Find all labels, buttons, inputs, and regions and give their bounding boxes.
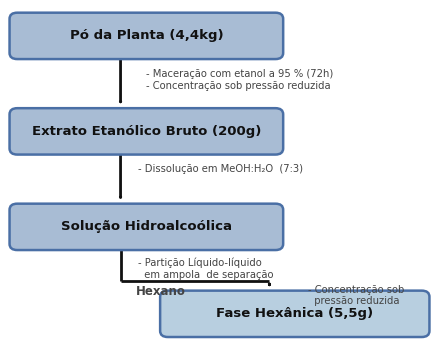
Text: - Dissolução em MeOH:H₂O  (7:3): - Dissolução em MeOH:H₂O (7:3): [138, 165, 302, 174]
Text: Hexano: Hexano: [135, 285, 185, 298]
Text: - Maceração com etanol a 95 % (72h)
- Concentração sob pressão reduzida: - Maceração com etanol a 95 % (72h) - Co…: [146, 69, 333, 90]
FancyBboxPatch shape: [10, 204, 283, 250]
Text: Pó da Planta (4,4kg): Pó da Planta (4,4kg): [69, 29, 223, 42]
Text: Extrato Etanólico Bruto (200g): Extrato Etanólico Bruto (200g): [32, 125, 261, 138]
Text: Solução Hidroalcoólica: Solução Hidroalcoólica: [61, 220, 231, 234]
FancyBboxPatch shape: [10, 108, 283, 155]
Text: - Concentração sob
  pressão reduzida: - Concentração sob pressão reduzida: [307, 285, 403, 307]
FancyBboxPatch shape: [10, 13, 283, 59]
Text: - Partição Líquido-líquido
  em ampola  de separação: - Partição Líquido-líquido em ampola de …: [138, 258, 272, 280]
FancyBboxPatch shape: [160, 291, 428, 337]
Text: Fase Hexânica (5,5g): Fase Hexânica (5,5g): [216, 307, 372, 320]
